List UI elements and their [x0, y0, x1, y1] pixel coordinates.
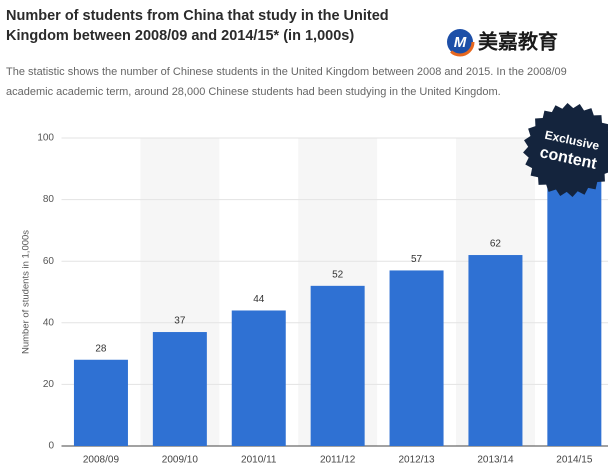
- bar: [468, 255, 523, 446]
- data-label: 44: [253, 294, 265, 305]
- badge-shape: [523, 103, 608, 197]
- bar: [73, 359, 128, 446]
- bar: [389, 270, 444, 446]
- logo-icon: [447, 29, 473, 55]
- y-tick-label: 80: [43, 194, 55, 205]
- logo: M 美嘉教育: [445, 27, 558, 57]
- bar: [547, 171, 602, 446]
- x-tick-label: 2014/15: [556, 455, 593, 466]
- x-tick-label: 2012/13: [398, 455, 435, 466]
- x-tick-label: 2011/12: [320, 455, 356, 466]
- y-tick-label: 40: [43, 317, 55, 328]
- watermark: 美嘉教育: [478, 29, 558, 53]
- data-label: 57: [411, 254, 423, 265]
- data-label: 52: [332, 269, 344, 280]
- plot: 0 20 40 60 80 100 Number of students in 1,000s…: [21, 133, 608, 466]
- data-label: 37: [174, 316, 186, 327]
- bar: [231, 310, 286, 446]
- chart-subtitle: The statistic shows the number of Chines…: [6, 66, 567, 98]
- bar: [310, 285, 365, 446]
- y-tick-label: 20: [43, 379, 55, 390]
- x-tick-label: 2010/11: [241, 455, 277, 466]
- data-label: 62: [490, 239, 502, 250]
- y-tick-label: 100: [37, 133, 54, 144]
- x-tick-label: 2008/09: [83, 455, 120, 466]
- y-tick-label: 0: [48, 441, 54, 452]
- y-tick-label: 60: [43, 256, 55, 267]
- bar: [152, 332, 207, 446]
- logo-ring: [445, 27, 475, 57]
- x-tick-label: 2009/10: [162, 455, 199, 466]
- chart-title: Number of students from China that study…: [6, 8, 389, 44]
- x-tick-label: 2013/14: [477, 455, 514, 466]
- logo-letter: M: [454, 34, 467, 51]
- data-label: 28: [95, 343, 107, 354]
- y-axis-title: Number of students in 1,000s: [21, 230, 32, 354]
